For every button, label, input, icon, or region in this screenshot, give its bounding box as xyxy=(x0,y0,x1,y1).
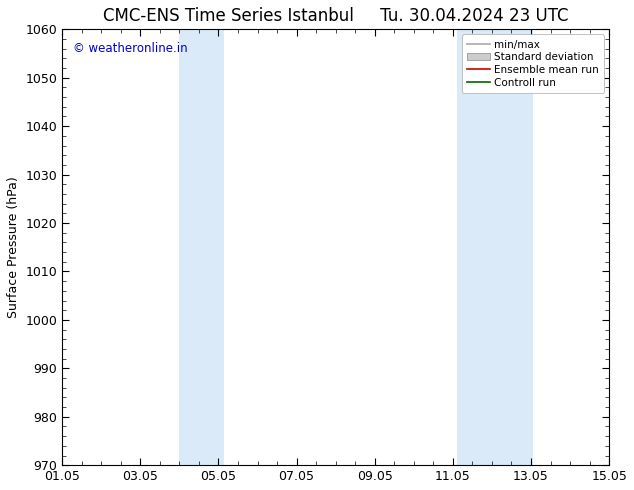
Y-axis label: Surface Pressure (hPa): Surface Pressure (hPa) xyxy=(7,176,20,318)
Text: © weatheronline.in: © weatheronline.in xyxy=(73,42,188,55)
Bar xyxy=(456,29,533,465)
Title: CMC-ENS Time Series Istanbul     Tu. 30.04.2024 23 UTC: CMC-ENS Time Series Istanbul Tu. 30.04.2… xyxy=(103,7,569,25)
Bar xyxy=(179,29,224,465)
Legend: min/max, Standard deviation, Ensemble mean run, Controll run: min/max, Standard deviation, Ensemble me… xyxy=(462,34,604,93)
